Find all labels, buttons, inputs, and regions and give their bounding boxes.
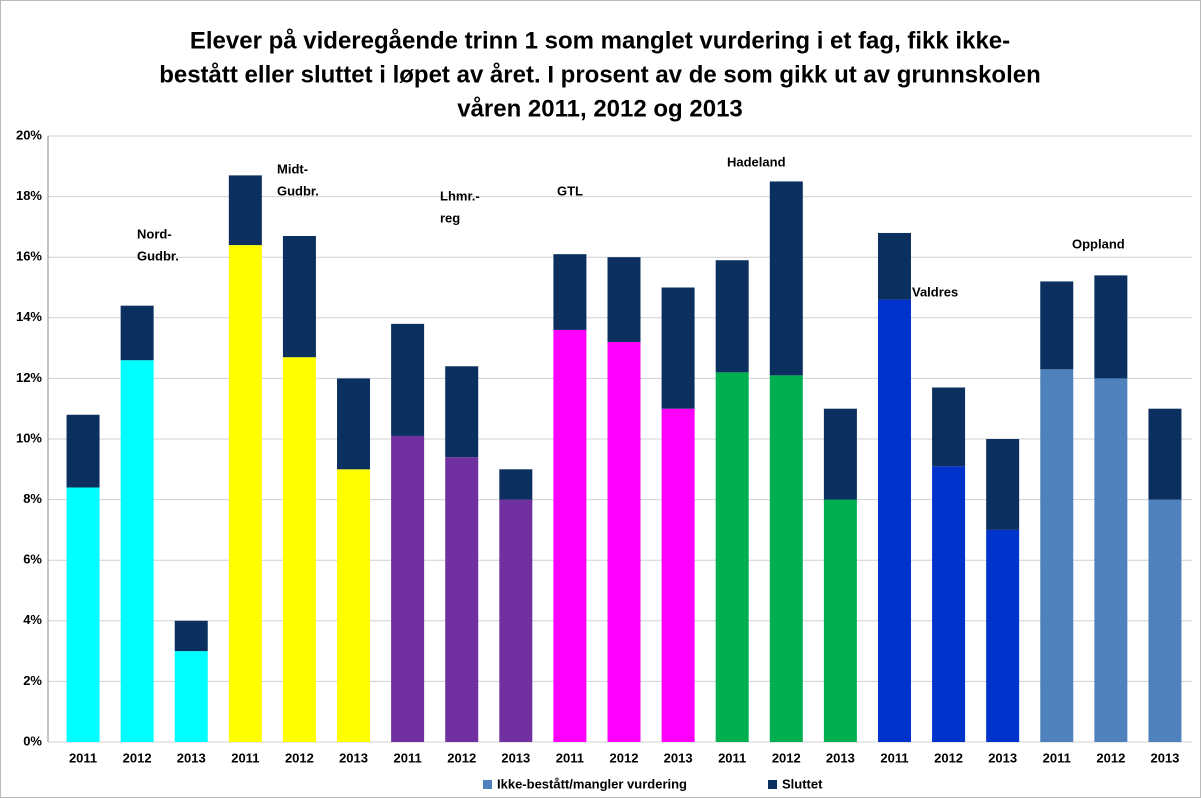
region-label: Gudbr.: [277, 183, 319, 198]
legend-swatch: [483, 780, 492, 789]
y-tick-label: 2%: [23, 673, 42, 688]
bar-segment: [769, 375, 803, 742]
y-tick-label: 14%: [16, 309, 42, 324]
bar-segment: [499, 469, 533, 500]
x-tick-label: 2011: [231, 750, 259, 765]
y-tick-label: 12%: [16, 370, 42, 385]
region-label: Valdres: [912, 284, 958, 299]
region-label: Gudbr.: [137, 248, 179, 263]
bar-segment: [391, 435, 425, 742]
x-tick-label: 2012: [610, 750, 639, 765]
y-tick-label: 20%: [16, 127, 42, 142]
bar-segment: [823, 499, 857, 742]
region-label: reg: [440, 210, 460, 225]
x-tick-label: 2012: [934, 750, 963, 765]
bar-segment: [337, 378, 371, 470]
y-tick-label: 6%: [23, 552, 42, 567]
bar-segment: [877, 299, 911, 742]
chart-title: Elever på videregående trinn 1 som mangl…: [190, 27, 1010, 54]
bar-segment: [228, 175, 262, 246]
y-tick-label: 4%: [23, 612, 42, 627]
x-tick-label: 2011: [1043, 750, 1071, 765]
bar-segment: [769, 181, 803, 376]
bar-segment: [661, 287, 695, 409]
bar-segment: [607, 257, 641, 343]
bar-segment: [1094, 378, 1128, 742]
x-tick-label: 2013: [177, 750, 206, 765]
x-tick-label: 2012: [123, 750, 152, 765]
x-tick-label: 2012: [772, 750, 801, 765]
x-tick-label: 2013: [988, 750, 1017, 765]
region-label: Nord-: [137, 226, 172, 241]
bar-segment: [445, 366, 479, 458]
x-tick-label: 2011: [394, 750, 422, 765]
chart-title: våren 2011, 2012 og 2013: [457, 95, 743, 122]
bar-segment: [1094, 275, 1128, 379]
bar-segment: [986, 529, 1020, 742]
region-label: GTL: [557, 183, 583, 198]
bar-segment: [661, 408, 695, 742]
bar-segment: [391, 323, 425, 436]
x-tick-label: 2013: [339, 750, 368, 765]
region-label: Midt-: [277, 161, 308, 176]
x-tick-label: 2012: [447, 750, 476, 765]
x-tick-label: 2013: [1150, 750, 1179, 765]
chart-title: bestått eller sluttet i løpet av året. I…: [159, 61, 1041, 88]
x-tick-label: 2013: [826, 750, 855, 765]
legend-swatch: [768, 780, 777, 789]
bar-segment: [66, 414, 100, 488]
bar-segment: [553, 254, 587, 330]
y-tick-label: 18%: [16, 188, 42, 203]
bar-segment: [120, 305, 154, 361]
bar-segment: [553, 329, 587, 742]
bar-segment: [1148, 408, 1182, 500]
legend-label: Ikke-bestått/mangler vurdering: [497, 776, 687, 791]
y-tick-label: 8%: [23, 491, 42, 506]
bar-segment: [715, 372, 749, 742]
bar-segment: [66, 487, 100, 742]
x-tick-label: 2011: [718, 750, 746, 765]
bar-segment: [174, 651, 208, 742]
y-tick-label: 16%: [16, 249, 42, 264]
y-tick-label: 0%: [23, 733, 42, 748]
region-label: Oppland: [1072, 236, 1125, 251]
bar-segment: [1040, 281, 1074, 370]
x-tick-label: 2013: [664, 750, 693, 765]
bar-segment: [174, 620, 208, 652]
bar-segment: [445, 457, 479, 742]
bar-segment: [282, 235, 316, 358]
bar-segment: [715, 260, 749, 373]
x-tick-label: 2011: [556, 750, 584, 765]
region-label: Hadeland: [727, 154, 786, 169]
bar-segment: [986, 439, 1020, 530]
bar-segment: [1148, 499, 1182, 742]
bar-segment: [120, 360, 154, 742]
legend-label: Sluttet: [782, 776, 823, 791]
bar-segment: [607, 342, 641, 742]
bar-segment: [499, 499, 533, 742]
bar-segment: [282, 357, 316, 742]
region-label: Lhmr.-: [440, 188, 480, 203]
bar-segment: [823, 408, 857, 500]
bar-segment: [932, 466, 966, 742]
x-tick-label: 2011: [880, 750, 908, 765]
bar-segment: [1040, 369, 1074, 742]
y-tick-label: 10%: [16, 430, 42, 445]
bar-segment: [932, 387, 966, 467]
bar-segment: [337, 469, 371, 742]
x-tick-label: 2012: [285, 750, 314, 765]
bar-segment: [228, 245, 262, 742]
bar-segment: [877, 232, 911, 300]
x-tick-label: 2013: [501, 750, 530, 765]
x-tick-label: 2011: [69, 750, 97, 765]
x-tick-label: 2012: [1096, 750, 1125, 765]
